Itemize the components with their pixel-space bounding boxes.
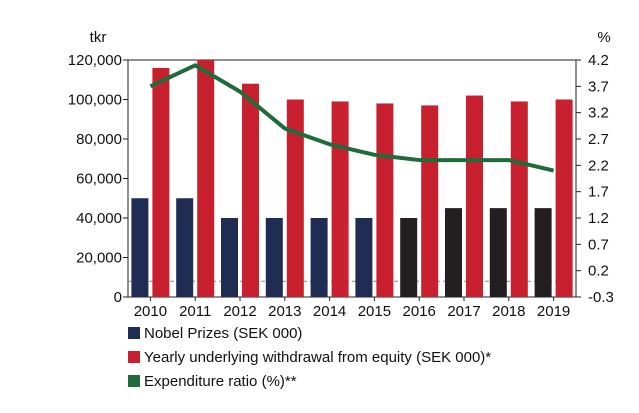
legend-swatch-expenditure: [128, 375, 140, 387]
x-tick-label: 2017: [447, 303, 480, 320]
left-tick-label: 60,000: [76, 171, 122, 188]
left-tick-label: 120,000: [68, 52, 122, 69]
x-tick-label: 2018: [492, 303, 525, 320]
left-tick-label: 0: [114, 289, 122, 306]
right-tick-label: 3.2: [588, 105, 609, 122]
bar-nobel-prizes: [131, 198, 149, 297]
right-tick-label: 1.2: [588, 210, 609, 227]
x-tick-label: 2019: [537, 303, 570, 320]
bar-yearly-withdrawal: [152, 67, 170, 298]
left-tick-label: 20,000: [76, 250, 122, 267]
bar-yearly-withdrawal: [242, 83, 259, 297]
bar-yearly-withdrawal: [197, 60, 215, 297]
bar-nobel-prizes: [400, 218, 418, 297]
legend-swatch-withdrawal: [128, 351, 140, 363]
right-tick-label: 1.7: [588, 184, 609, 201]
x-tick-label: 2010: [134, 303, 167, 320]
bar-nobel-prizes: [221, 218, 238, 297]
bar-yearly-withdrawal: [466, 95, 483, 297]
chart-tick-labels: 0 20,000 40,000 60,000 80,000 100,000 120,000 -…: [68, 29, 614, 320]
left-axis-unit: tkr: [90, 29, 107, 46]
left-tick-label: 80,000: [76, 131, 122, 148]
right-tick-label: 0.2: [588, 263, 609, 280]
legend-swatch-nobel: [128, 327, 140, 339]
bar-nobel-prizes: [445, 208, 462, 297]
legend-item-expenditure: Expenditure ratio (%)**: [128, 369, 491, 393]
bar-nobel-prizes: [265, 218, 283, 297]
bar-nobel-prizes: [176, 198, 194, 297]
x-tick-label: 2015: [358, 303, 391, 320]
right-tick-label: 0.7: [588, 236, 609, 253]
bar-yearly-withdrawal: [510, 101, 528, 297]
x-tick-label: 2013: [268, 303, 301, 320]
left-tick-label: 40,000: [76, 210, 122, 227]
legend-label-nobel: Nobel Prizes (SEK 000): [144, 324, 303, 342]
legend-label-expenditure: Expenditure ratio (%)**: [144, 372, 297, 390]
right-tick-label: 2.7: [588, 131, 609, 148]
bar-nobel-prizes: [355, 218, 373, 297]
x-tick-label: 2016: [403, 303, 436, 320]
bar-yearly-withdrawal: [376, 103, 394, 297]
bar-yearly-withdrawal: [286, 99, 304, 297]
right-axis-unit: %: [597, 29, 610, 46]
left-tick-label: 100,000: [68, 92, 122, 109]
right-tick-label: 2.2: [588, 157, 609, 174]
legend-label-withdrawal: Yearly underlying withdrawal from equity…: [144, 348, 492, 366]
bar-yearly-withdrawal: [421, 105, 439, 297]
right-tick-label: 4.2: [588, 52, 609, 69]
x-tick-label: 2012: [223, 303, 256, 320]
right-tick-label: -0.3: [588, 289, 614, 306]
expenditure-ratio-line: [149, 63, 555, 173]
x-tick-label: 2014: [313, 303, 346, 320]
bar-nobel-prizes: [534, 208, 552, 297]
chart-marks: [131, 60, 573, 298]
bar-nobel-prizes: [489, 208, 507, 297]
right-tick-label: 3.7: [588, 78, 609, 95]
x-tick-label: 2011: [179, 303, 211, 320]
bar-yearly-withdrawal: [555, 99, 573, 297]
legend: Nobel Prizes (SEK 000) Yearly underlying…: [128, 321, 491, 393]
legend-item-withdrawal: Yearly underlying withdrawal from equity…: [128, 345, 491, 369]
legend-item-nobel: Nobel Prizes (SEK 000): [128, 321, 491, 345]
bar-nobel-prizes: [310, 218, 328, 297]
bar-yearly-withdrawal: [331, 101, 349, 297]
